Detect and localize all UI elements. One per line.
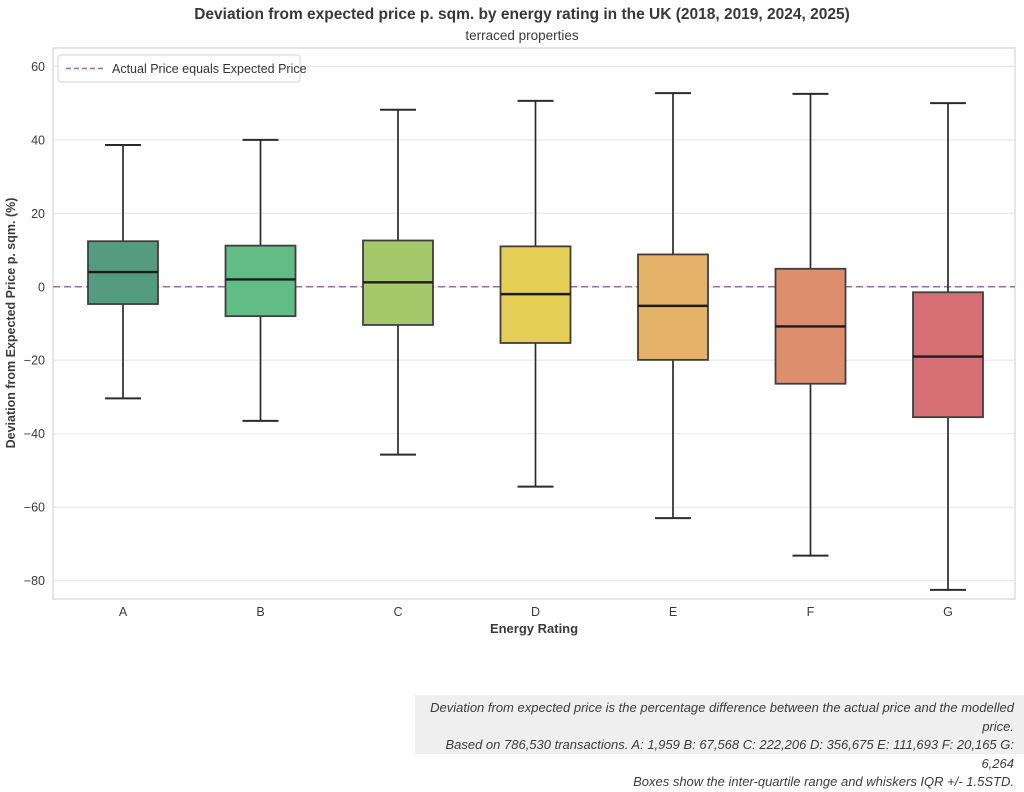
gridlines	[53, 65, 1015, 582]
x-tick-label: B	[256, 605, 264, 619]
box-group-E	[637, 92, 709, 520]
x-tick-label: D	[531, 605, 540, 619]
x-axis-ticks: A B C D E F G	[119, 605, 953, 619]
plot-frame	[52, 47, 1016, 600]
footnote-line: Based on 786,530 transactions. A: 1,959 …	[445, 737, 1014, 771]
x-tick-label: C	[393, 605, 402, 619]
box-group-A	[87, 143, 159, 400]
chart-title: Deviation from expected price p. sqm. by…	[194, 6, 850, 23]
chart-subtitle: terraced properties	[465, 28, 579, 43]
box-plot-chart: 60 40 20 0 −20 −40 −60 −80 A B C D E F G Energy Rating D…	[4, 47, 1016, 636]
y-axis-ticks: 60 40 20 0 −20 −40 −60 −80	[24, 60, 45, 588]
legend: Actual Price equals Expected Price	[57, 54, 307, 83]
y-axis-label: Deviation from Expected Price p. sqm. (%…	[4, 198, 18, 449]
x-tick-label: F	[807, 605, 815, 619]
y-tick-label: −20	[24, 354, 45, 368]
chart-header: Deviation from expected price p. sqm. by…	[20, 4, 1024, 43]
iqr-box	[637, 253, 709, 361]
y-tick-label: 60	[31, 60, 45, 74]
y-tick-label: 40	[31, 133, 45, 147]
box-group-B	[224, 138, 297, 422]
box-group-C	[362, 108, 434, 456]
box-group-F	[774, 92, 847, 557]
iqr-box	[912, 291, 984, 419]
x-tick-label: E	[669, 605, 677, 619]
x-tick-label: G	[943, 605, 953, 619]
box-group-G	[912, 102, 984, 591]
x-axis-label: Energy Rating	[490, 621, 578, 636]
footnote-line: Boxes show the inter-quartile range and …	[633, 774, 1014, 789]
y-tick-label: −40	[24, 427, 45, 441]
legend-box	[57, 54, 301, 83]
y-tick-label: −60	[24, 501, 45, 515]
footnote-line: Deviation from expected price is the per…	[430, 700, 1014, 734]
iqr-box	[224, 244, 297, 318]
x-tick-label: A	[119, 605, 128, 619]
y-tick-label: 20	[31, 207, 45, 221]
y-tick-label: 0	[38, 280, 45, 294]
box-group-D	[499, 99, 572, 488]
legend-label: Actual Price equals Expected Price	[112, 62, 307, 76]
footnote: Deviation from expected price is the per…	[415, 695, 1024, 789]
y-tick-label: −80	[24, 574, 45, 588]
